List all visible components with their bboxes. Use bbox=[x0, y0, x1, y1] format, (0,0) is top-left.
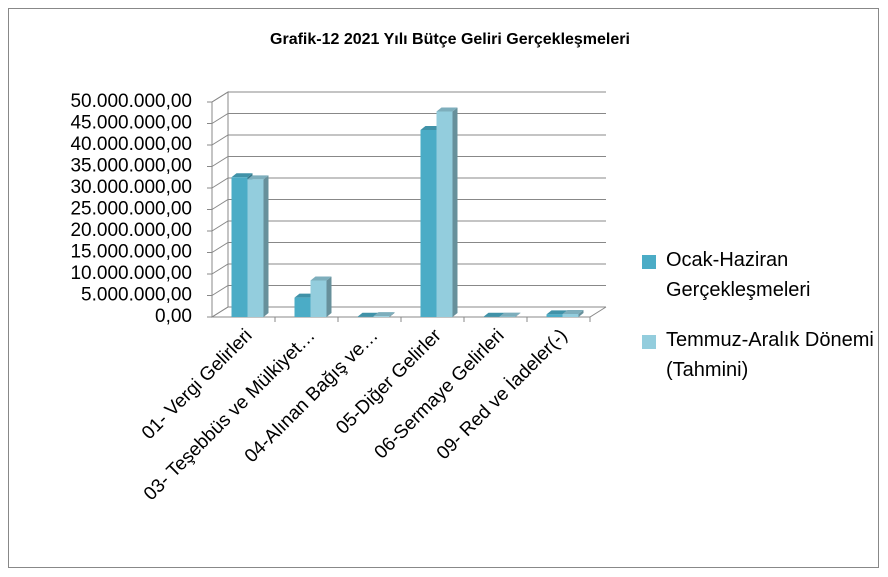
bar-top bbox=[546, 310, 568, 315]
bar-front bbox=[373, 316, 390, 317]
bar bbox=[562, 309, 584, 317]
y-tick-label: 25.000.000,00 bbox=[70, 199, 192, 220]
bar-top bbox=[373, 312, 395, 317]
bar-top bbox=[357, 312, 379, 317]
bar-top bbox=[420, 125, 442, 130]
grid-line bbox=[211, 156, 606, 167]
bar-side bbox=[326, 276, 332, 317]
grid-line bbox=[211, 134, 606, 146]
y-tick-label: 50.000.000,00 bbox=[70, 91, 192, 112]
bar bbox=[247, 175, 269, 317]
y-tick-label: 20.000.000,00 bbox=[70, 220, 192, 241]
bar-side bbox=[515, 312, 521, 317]
grid-line bbox=[211, 199, 606, 210]
legend-label: Ocak-Haziran Gerçekleşmeleri bbox=[666, 249, 811, 301]
bar-top bbox=[499, 312, 521, 317]
bar-front bbox=[562, 313, 579, 317]
y-tick-label: 10.000.000,00 bbox=[70, 263, 192, 284]
bar-side bbox=[263, 175, 269, 317]
bar-top bbox=[483, 312, 505, 317]
bar-side bbox=[578, 309, 584, 317]
bar bbox=[436, 107, 458, 318]
bar-top bbox=[436, 107, 458, 112]
chart-title: Grafik-12 2021 Yılı Bütçe Geliri Gerçekl… bbox=[270, 31, 630, 48]
bar bbox=[310, 276, 332, 317]
grid-line bbox=[211, 177, 606, 189]
y-tick-label: 45.000.000,00 bbox=[70, 113, 192, 134]
bar-side bbox=[452, 107, 458, 318]
bar-front bbox=[420, 129, 437, 317]
grid-line bbox=[211, 263, 606, 275]
y-tick-label: 35.000.000,00 bbox=[70, 156, 192, 177]
bar-front bbox=[294, 297, 311, 317]
grid-line bbox=[211, 91, 606, 103]
bar-front bbox=[436, 111, 453, 318]
bar-top bbox=[310, 276, 332, 281]
y-tick-label: 40.000.000,00 bbox=[70, 134, 192, 155]
y-tick-label: 5.000.000,00 bbox=[81, 285, 192, 306]
y-tick-label: 0,00 bbox=[155, 306, 192, 327]
bar-top bbox=[562, 309, 584, 314]
bar-front bbox=[310, 280, 327, 317]
y-tick-label: 30.000.000,00 bbox=[70, 177, 192, 198]
grid-line bbox=[211, 220, 606, 232]
grid-line bbox=[211, 242, 606, 253]
bar-front bbox=[231, 177, 248, 317]
bar-top bbox=[231, 173, 253, 178]
bar-front bbox=[247, 179, 264, 317]
bar bbox=[373, 312, 395, 317]
grid-line bbox=[211, 306, 606, 318]
y-tick-label: 15.000.000,00 bbox=[70, 242, 192, 263]
bar-side bbox=[389, 312, 395, 317]
bar-top bbox=[294, 293, 316, 298]
grid-line bbox=[211, 113, 606, 124]
legend-swatch bbox=[642, 335, 656, 349]
grid-line bbox=[211, 285, 606, 296]
legend-label: Temmuz-Aralık Dönemi (Tahmini) bbox=[666, 329, 874, 381]
bar bbox=[499, 312, 521, 317]
bar-front bbox=[546, 314, 563, 317]
legend-swatch bbox=[642, 255, 656, 269]
bar-top bbox=[247, 175, 269, 180]
